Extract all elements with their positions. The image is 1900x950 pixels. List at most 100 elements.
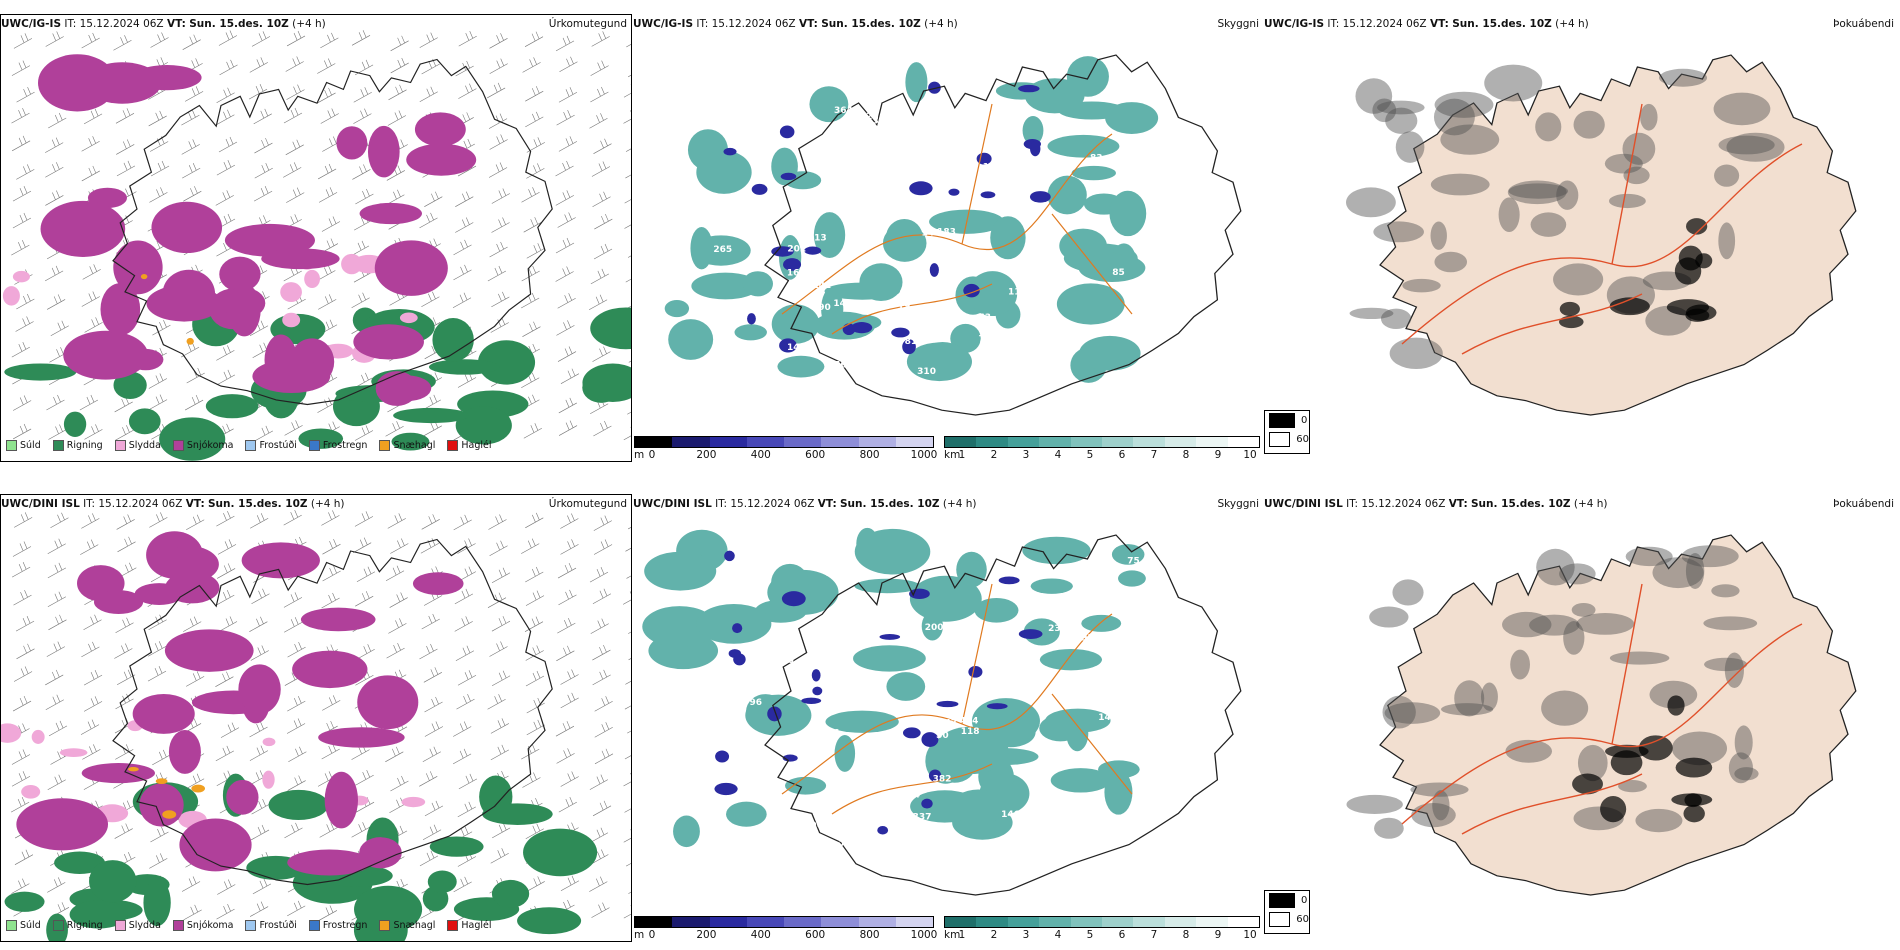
- wind-barb: [46, 394, 65, 411]
- fog-area: [1726, 132, 1785, 162]
- title-it-value: 15.12.2024 06Z: [730, 498, 815, 510]
- colorbar-tick-label: 3: [1022, 929, 1030, 941]
- colorbar-tick-label: 2: [990, 449, 998, 461]
- wind-barb: [115, 108, 135, 124]
- wind-barb: [390, 775, 409, 792]
- panel-title: UWC/IG-IS IT: 15.12.2024 06Z VT: Sun. 15…: [1264, 18, 1589, 30]
- low-cloud-area: [747, 313, 756, 325]
- wind-barb: [148, 394, 168, 410]
- colorbar-segment: [976, 437, 1008, 447]
- wind-barb: [558, 797, 577, 813]
- wind-barb: [287, 900, 306, 917]
- wind-barb: [11, 749, 31, 765]
- visibility-value-label: 128: [805, 145, 824, 155]
- snow-area: [324, 771, 359, 829]
- visibility-value-label: 247: [938, 719, 957, 729]
- snow-area: [414, 112, 466, 147]
- title-lead: (+4 h): [1573, 498, 1608, 510]
- snow-area: [100, 283, 141, 336]
- precip-type-map[interactable]: [0, 494, 632, 942]
- visibility-value-label: 382: [933, 775, 952, 785]
- wind-barb: [47, 877, 66, 893]
- visibility-value-label: 19: [898, 302, 911, 312]
- title-it-label: IT:: [696, 18, 709, 30]
- low-visibility-area: [1105, 102, 1159, 135]
- visibility-value-label: 293: [831, 143, 850, 153]
- precip-type-map[interactable]: [0, 14, 632, 462]
- wind-barb: [594, 722, 613, 738]
- colorbar-segment: [1196, 437, 1228, 447]
- visibility-map[interactable]: 769 400 746 693 231 159 327 75 337 936 510 925 692 15…: [632, 494, 1262, 914]
- fog-scale-row: 60: [1265, 430, 1309, 449]
- wind-barb: [254, 162, 273, 179]
- wind-barb: [419, 212, 438, 229]
- visibility-value-label: 390: [804, 821, 823, 831]
- visibility-map[interactable]: 709 312 265 680 232 63 350 140 83 110 190 183 127 167…: [632, 14, 1262, 434]
- visibility-value-label: 200: [925, 623, 944, 633]
- low-visibility-area: [642, 606, 717, 648]
- wind-barb: [456, 694, 475, 710]
- fog-area: [1355, 78, 1393, 114]
- wind-barb: [50, 320, 69, 337]
- panel-title: UWC/IG-IS IT: 15.12.2024 06Z VT: Sun. 15…: [1, 18, 326, 30]
- colorbar-tick-label: 400: [750, 449, 771, 461]
- colorbar-segment: [1070, 437, 1103, 447]
- wind-barb: [489, 134, 508, 150]
- low-visibility-area: [644, 551, 717, 591]
- wind-barb: [560, 875, 580, 892]
- colorbar-segment: [1039, 917, 1071, 927]
- fog-scale-swatch: [1269, 413, 1295, 428]
- legend-swatch: [379, 440, 391, 451]
- title-vt-label: VT:: [817, 498, 837, 510]
- low-visibility-area: [1109, 190, 1147, 237]
- wind-barb: [216, 369, 236, 386]
- wind-barb: [113, 35, 132, 51]
- panel-variable-title: Úrkomutegund: [548, 18, 627, 30]
- wind-barb: [317, 163, 337, 180]
- fog-indicator-map[interactable]: [1262, 494, 1898, 934]
- wind-barb: [11, 561, 31, 578]
- wind-barb: [15, 616, 35, 632]
- dense-fog-area: [1609, 297, 1650, 316]
- visibility-value-label: 231: [1048, 624, 1067, 634]
- wind-barb: [628, 891, 631, 894]
- wind-barb: [625, 547, 631, 552]
- low-visibility-area: [1022, 115, 1044, 145]
- wind-barb: [522, 772, 541, 788]
- fog-indicator-map[interactable]: [1262, 14, 1898, 454]
- wind-barb: [283, 509, 302, 526]
- snow-area: [336, 126, 368, 160]
- wind-barb: [422, 394, 441, 411]
- visibility-value-label: 159: [804, 798, 823, 808]
- colorbar-tick-label: 9: [1214, 929, 1222, 941]
- colorbar-segment: [1007, 917, 1040, 927]
- colorbar-segment: [746, 917, 784, 927]
- title-it-label: IT:: [83, 498, 96, 510]
- wind-barb: [288, 746, 307, 762]
- low-cloud-area: [1018, 629, 1043, 639]
- visibility-value-label: 310: [917, 367, 936, 377]
- wind-barb: [490, 317, 509, 333]
- wind-barb: [594, 696, 613, 712]
- wind-barb: [352, 164, 371, 180]
- wind-barb: [389, 592, 408, 608]
- low-cloud-area: [783, 258, 802, 271]
- wind-barb: [218, 616, 238, 632]
- wind-barb: [114, 643, 133, 659]
- legend-item: Súld: [6, 920, 41, 931]
- wind-barb: [521, 538, 540, 554]
- low-visibility-area: [1039, 648, 1102, 671]
- colorbar-segment: [746, 437, 784, 447]
- visibility-value-label: 39: [749, 562, 762, 572]
- legend-label: Súld: [20, 920, 41, 931]
- wind-barb: [419, 86, 438, 103]
- low-visibility-area: [990, 216, 1026, 260]
- sleet-area: [21, 785, 41, 799]
- legend-item: Haglél: [447, 920, 492, 931]
- rain-area: [429, 836, 484, 857]
- wind-barb: [215, 190, 234, 206]
- snow-area: [40, 200, 126, 257]
- legend-swatch: [245, 920, 257, 931]
- precip-map-canvas: [1, 509, 631, 941]
- fog-area: [1384, 702, 1441, 724]
